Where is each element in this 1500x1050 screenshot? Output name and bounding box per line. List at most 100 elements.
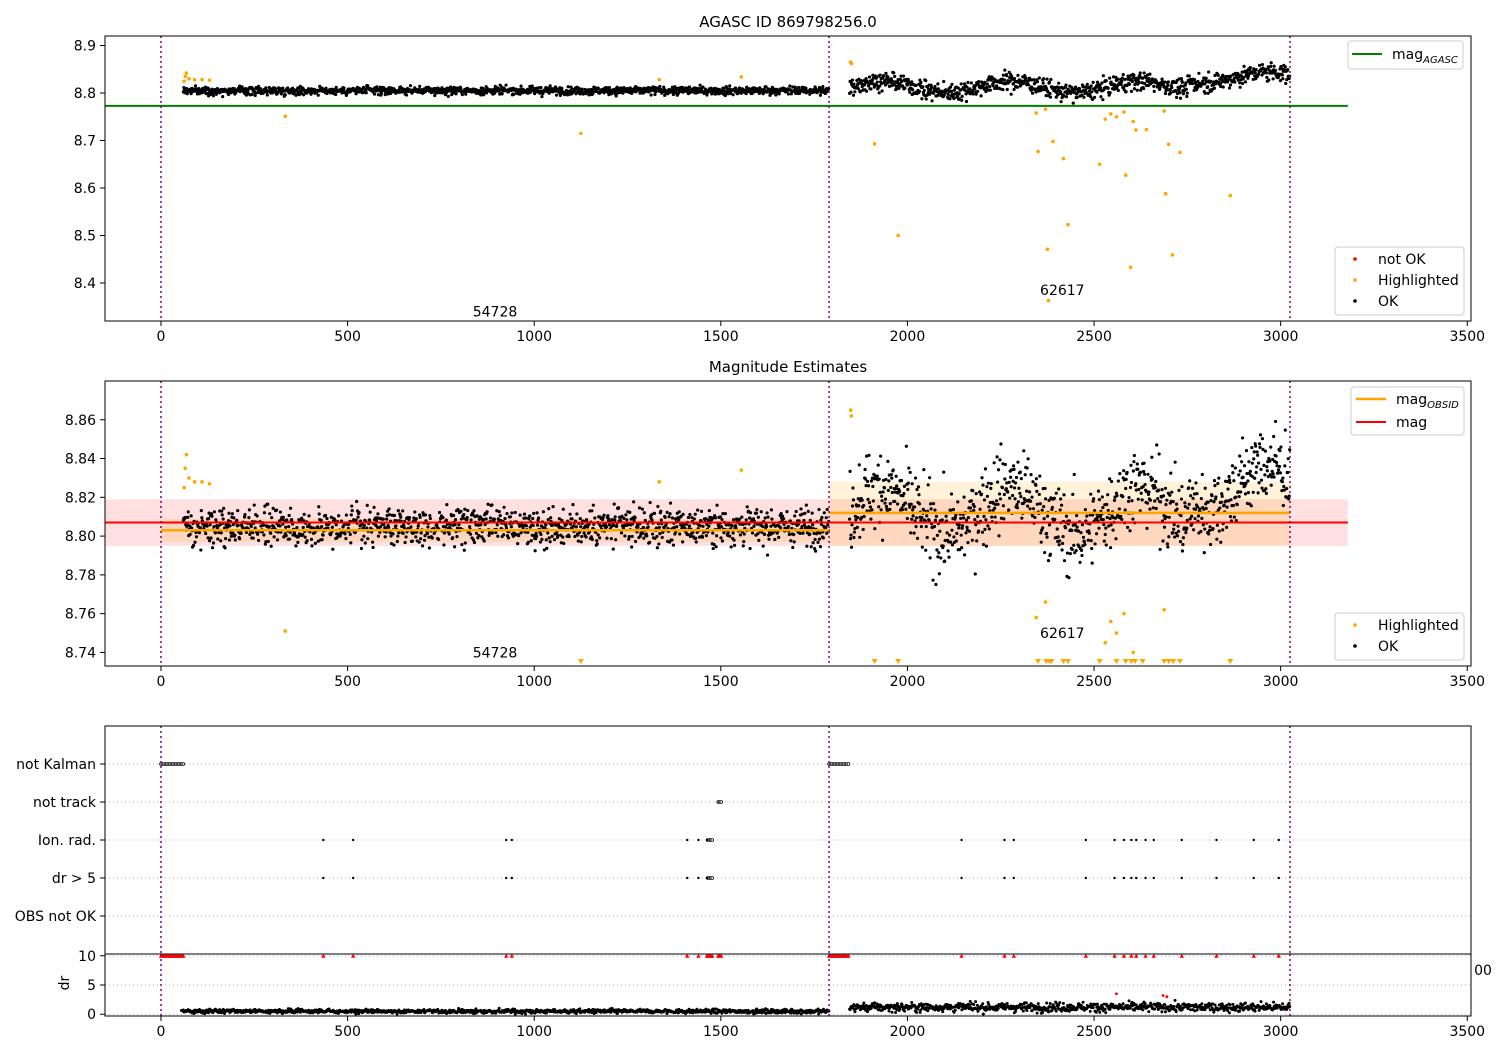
ok-point (942, 93, 946, 97)
ok-point (359, 546, 364, 551)
ok-point (238, 537, 242, 541)
ok-point (401, 509, 405, 513)
out-of-range-marker (1176, 659, 1183, 664)
ok-point (1044, 86, 1049, 91)
ok-point (1163, 80, 1167, 84)
ok-point (541, 510, 545, 514)
ok-point (1042, 77, 1046, 81)
ok-point (214, 92, 218, 96)
ok-point (1115, 494, 1119, 498)
ok-point (265, 93, 269, 97)
flag-point (1135, 838, 1138, 842)
ok-point (1008, 79, 1012, 83)
ok-point (957, 526, 961, 530)
ok-point (930, 99, 934, 103)
ok-point (548, 540, 552, 544)
x-axis-tick-label: 2000 (890, 674, 926, 690)
ok-point (591, 503, 595, 507)
ok-point (534, 534, 539, 538)
ok-point (1271, 77, 1275, 81)
ok-point (403, 540, 407, 545)
ok-point (1152, 84, 1156, 88)
ok-point (465, 515, 469, 520)
ok-point (999, 516, 1004, 520)
ok-point (1175, 91, 1180, 96)
ok-point (1076, 529, 1081, 533)
ok-point (670, 85, 675, 89)
ok-point (1221, 528, 1225, 532)
ok-point (806, 509, 810, 513)
ok-point (1158, 85, 1162, 89)
ok-point (1221, 85, 1225, 89)
ok-point (445, 502, 449, 507)
ok-point (924, 78, 928, 83)
ok-point (543, 526, 547, 530)
ok-point (896, 77, 900, 82)
highlighted-point (200, 480, 204, 484)
ok-point (906, 481, 910, 485)
ok-point (269, 544, 273, 548)
ok-point (738, 533, 742, 537)
ok-point (531, 523, 535, 527)
ok-point (354, 499, 359, 504)
ok-point (901, 74, 906, 78)
ok-point (455, 534, 459, 539)
highlighted-point (1162, 607, 1167, 612)
ok-point (1120, 79, 1124, 83)
flag-point (510, 876, 514, 880)
out-of-range-marker (1165, 659, 1172, 664)
ok-point (868, 505, 873, 509)
ok-point (584, 535, 588, 539)
highlighted-point (1114, 631, 1119, 635)
ok-point (1075, 525, 1079, 529)
ok-point (876, 463, 880, 467)
ok-point (890, 476, 894, 480)
ok-point (747, 516, 752, 520)
ok-point (1185, 91, 1189, 95)
ok-point (482, 539, 486, 543)
ok-point (897, 84, 902, 88)
ok-point (655, 534, 659, 539)
ok-point (864, 484, 868, 488)
ok-point (1160, 487, 1164, 492)
ok-point (1166, 83, 1170, 87)
x-axis-tick-label: 3500 (1449, 329, 1485, 345)
ok-point (688, 512, 692, 517)
ok-point (1112, 498, 1117, 502)
ok-point (884, 504, 889, 509)
ok-point (1101, 506, 1105, 510)
ok-point (408, 84, 413, 88)
ok-point (1273, 68, 1278, 72)
ok-point (532, 511, 536, 515)
ok-point (396, 509, 400, 513)
ok-point (626, 523, 630, 527)
ok-point (391, 532, 395, 536)
ok-point (1201, 79, 1205, 83)
highlighted-point (1034, 615, 1038, 620)
ok-point (741, 544, 745, 548)
ok-point (1057, 543, 1061, 547)
ok-point (867, 500, 872, 505)
ok-point (1164, 502, 1168, 507)
legend-mag-obsid-label: magOBSID (1396, 392, 1459, 411)
ok-point (227, 538, 232, 542)
ok-point (1239, 481, 1243, 485)
ok-point (678, 532, 682, 536)
ok-point (1120, 76, 1124, 80)
ok-point (559, 541, 563, 545)
highlighted-point (849, 414, 854, 418)
ok-point (877, 91, 881, 95)
ok-point (194, 535, 199, 539)
ok-point (804, 86, 808, 90)
ok-point (207, 511, 211, 515)
ok-point (761, 524, 765, 529)
ok-point (417, 540, 421, 544)
ok-point (998, 458, 1002, 462)
flag-point (1277, 876, 1280, 880)
ok-point (361, 526, 365, 530)
ok-point (915, 487, 919, 492)
ok-point (209, 536, 213, 540)
ok-point (871, 76, 875, 80)
ok-point (607, 517, 611, 521)
ok-point (590, 537, 594, 542)
